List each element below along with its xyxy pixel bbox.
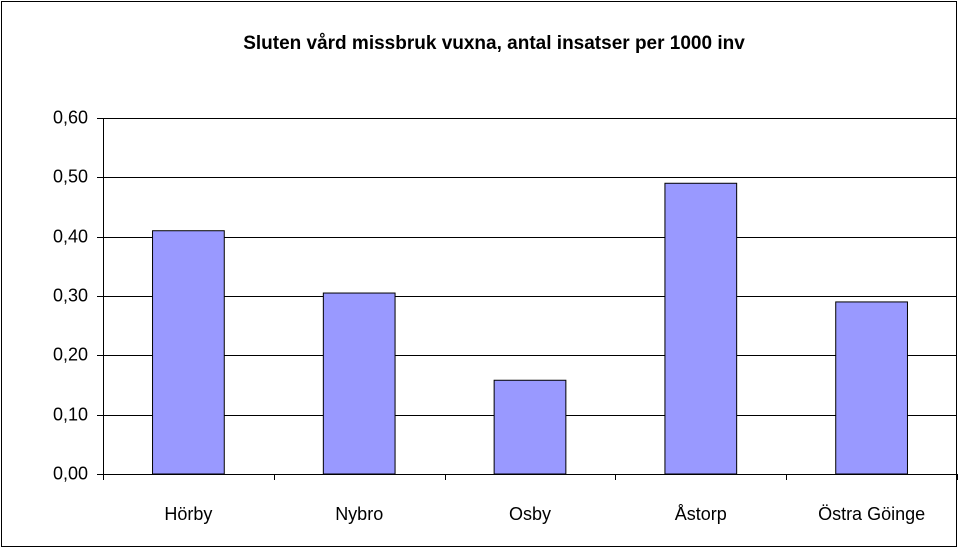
y-tick-label: 0,30 <box>53 285 88 305</box>
y-tick-label: 0,10 <box>53 404 88 424</box>
y-tick-label: 0,50 <box>53 166 88 186</box>
y-tick-label: 0,60 <box>53 107 88 127</box>
bar <box>152 230 225 475</box>
y-tick-label: 0,40 <box>53 226 88 246</box>
bar <box>493 379 567 475</box>
x-tick-label: Östra Göinge <box>818 504 925 524</box>
x-tick-label: Åstorp <box>675 504 727 524</box>
bar <box>322 292 396 475</box>
bar <box>835 301 908 475</box>
x-tick-label: Nybro <box>335 504 383 524</box>
chart-title: Sluten vård missbruk vuxna, antal insats… <box>243 33 745 54</box>
x-tick-label: Hörby <box>164 504 212 524</box>
y-tick-label: 0,00 <box>53 463 88 483</box>
x-tick-label: Osby <box>509 504 551 524</box>
bar <box>664 182 738 475</box>
y-tick-label: 0,20 <box>53 344 88 364</box>
